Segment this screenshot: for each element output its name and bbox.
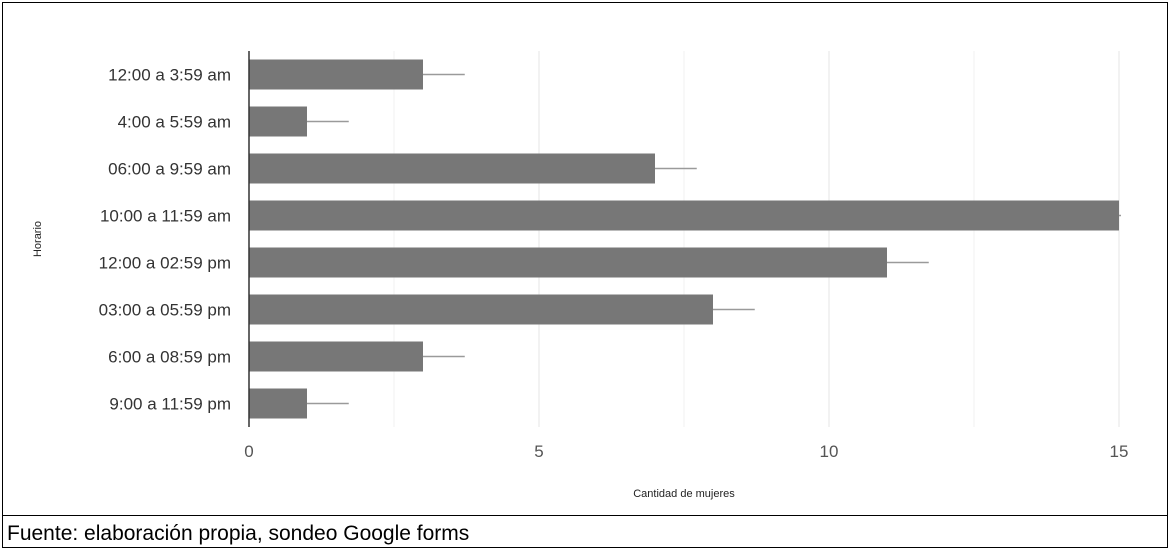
bar <box>249 106 307 137</box>
x-tick-label: 5 <box>534 442 543 461</box>
bar <box>249 341 423 372</box>
y-tick-label: 12:00 a 3:59 am <box>108 66 231 85</box>
y-tick-label: 4:00 a 5:59 am <box>118 113 231 132</box>
bar <box>249 200 1119 231</box>
x-axis-label: Cantidad de mujeres <box>633 488 735 500</box>
bar-chart: 12:00 a 3:59 am 4:00 a 5:59 am 06:00 a 9:5… <box>32 51 1129 500</box>
x-tick-label: 10 <box>820 442 839 461</box>
bar <box>249 153 655 184</box>
source-caption-row: Fuente: elaboración propia, sondeo Googl… <box>2 516 1168 548</box>
chart-frame: 12:00 a 3:59 am 4:00 a 5:59 am 06:00 a 9:5… <box>2 2 1168 516</box>
y-tick-label: 12:00 a 02:59 pm <box>99 254 231 273</box>
bar <box>249 294 713 325</box>
source-caption: Fuente: elaboración propia, sondeo Googl… <box>7 522 470 545</box>
y-tick-label: 10:00 a 11:59 am <box>100 207 231 226</box>
bar <box>249 388 307 419</box>
bar <box>249 59 423 90</box>
y-tick-label: 03:00 a 05:59 pm <box>99 301 231 320</box>
y-tick-label: 06:00 a 9:59 am <box>108 160 231 179</box>
x-tick-label: 0 <box>244 442 253 461</box>
y-tick-label: 9:00 a 11:59 pm <box>109 395 231 414</box>
y-axis-label: Horario <box>32 221 44 257</box>
y-tick-label: 6:00 a 08:59 pm <box>108 348 231 367</box>
x-tick-label: 15 <box>1110 442 1129 461</box>
bar <box>249 247 887 278</box>
